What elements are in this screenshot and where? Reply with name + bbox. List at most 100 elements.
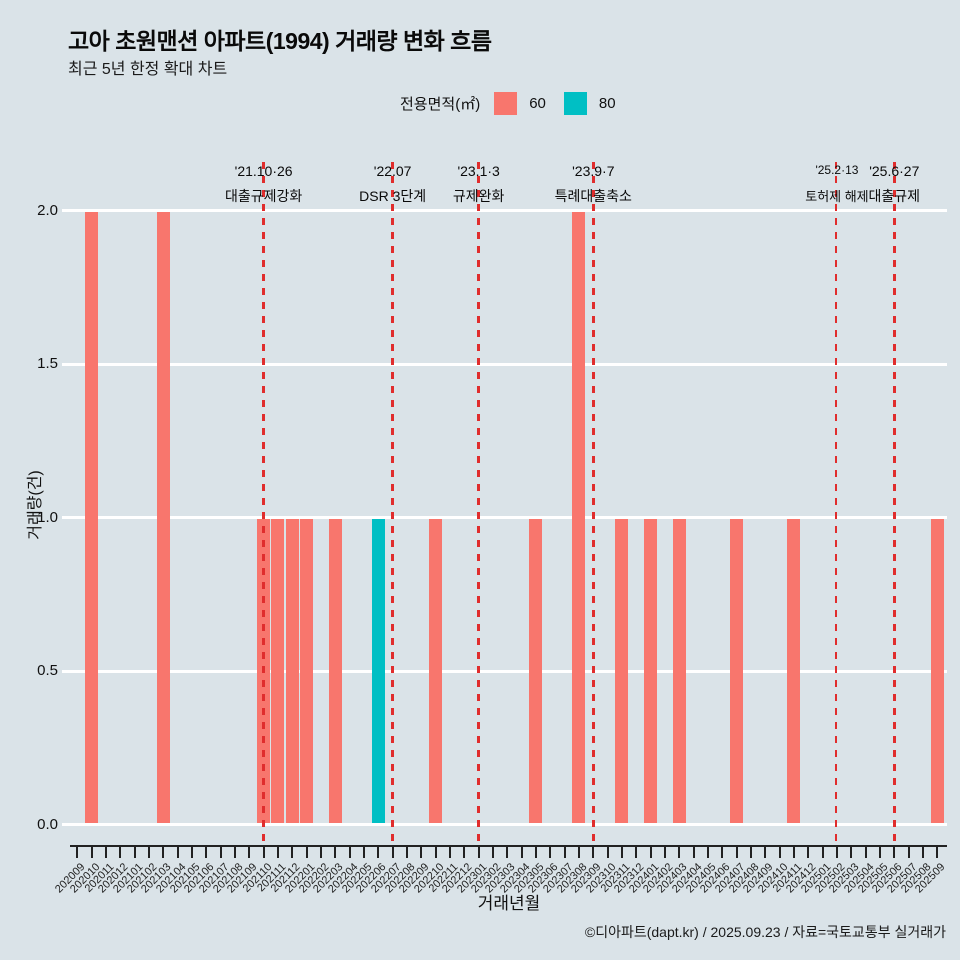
x-tick — [190, 847, 193, 858]
event-date: '21.10·26 — [234, 163, 293, 179]
bar — [644, 519, 658, 823]
event-date: '22.07 — [373, 163, 412, 179]
y-tick — [62, 362, 72, 366]
legend-title: 전용면적(㎡) — [400, 96, 481, 113]
x-tick — [649, 847, 652, 858]
x-tick — [477, 847, 480, 858]
page-subtitle: 최근 5년 한정 확대 차트 — [68, 61, 228, 78]
x-tick — [334, 847, 337, 858]
x-tick — [778, 847, 781, 858]
x-tick — [549, 847, 552, 858]
x-tick — [420, 847, 423, 858]
x-tick — [205, 847, 208, 858]
x-tick — [520, 847, 523, 858]
x-tick — [162, 847, 165, 858]
x-tick — [592, 847, 595, 858]
bar — [572, 212, 586, 823]
event-label: 규제완화 — [452, 188, 505, 204]
event-label: 토허제 해제 — [805, 189, 869, 204]
legend-item-80: 80 — [563, 92, 616, 115]
event-label: 대출규제강화 — [224, 188, 303, 204]
y-tick-label: 1.0 — [37, 508, 58, 526]
bar — [371, 519, 385, 823]
grid-line — [70, 823, 947, 826]
x-tick — [706, 847, 709, 858]
event-date: '23.9·7 — [572, 163, 615, 179]
x-tick — [448, 847, 451, 858]
y-tick-label: 0.5 — [37, 662, 58, 679]
x-tick — [921, 847, 924, 858]
x-tick — [276, 847, 279, 858]
x-tick — [749, 847, 752, 858]
x-tick — [434, 847, 437, 858]
x-tick — [534, 847, 537, 858]
grid-line — [70, 362, 947, 366]
x-tick — [262, 847, 265, 858]
bar — [300, 519, 314, 823]
x-tick — [506, 847, 509, 858]
y-tick-label: 2.0 — [37, 201, 58, 219]
bar — [285, 519, 299, 823]
x-tick — [577, 847, 580, 858]
bar — [529, 519, 543, 823]
x-tick — [606, 847, 609, 858]
x-tick — [463, 847, 466, 858]
grid-line — [70, 516, 947, 519]
event-line — [591, 162, 595, 845]
legend-label-60: 60 — [529, 95, 546, 112]
x-tick — [692, 847, 695, 858]
footer-credit: ©디아파트(dapt.kr) / 2025.09.23 / 자료=국토교통부 실… — [584, 924, 946, 940]
x-tick — [835, 847, 838, 858]
y-tick-label: 0.0 — [37, 815, 58, 833]
legend-label-80: 80 — [598, 95, 616, 112]
bar — [615, 519, 629, 823]
event-label: 특례대출축소 — [554, 188, 632, 204]
x-tick — [147, 847, 150, 858]
x-tick — [878, 847, 881, 858]
x-tick — [491, 847, 494, 858]
bar — [930, 519, 944, 823]
legend-item-60: 60 — [494, 92, 546, 115]
bar — [328, 519, 342, 823]
event-date: '25.6·27 — [869, 163, 920, 179]
x-tick — [721, 847, 724, 858]
x-tick — [233, 847, 236, 858]
x-tick — [119, 847, 122, 858]
bar — [85, 212, 99, 823]
x-tick — [348, 847, 351, 858]
x-tick — [76, 847, 79, 858]
x-tick — [377, 847, 380, 858]
x-tick — [663, 847, 666, 858]
x-tick — [104, 847, 107, 858]
x-tick — [850, 847, 853, 858]
bar — [429, 519, 443, 823]
event-label: 대출규제 — [868, 188, 921, 204]
event-line — [835, 162, 838, 845]
x-tick — [405, 847, 408, 858]
bar — [672, 519, 686, 823]
event-line — [262, 162, 266, 845]
x-tick — [807, 847, 810, 858]
x-tick — [907, 847, 910, 858]
bar — [730, 519, 744, 823]
x-tick — [936, 847, 939, 858]
x-tick — [319, 847, 322, 858]
legend-swatch-80 — [563, 92, 587, 115]
grid-line — [70, 669, 947, 673]
bar — [156, 212, 170, 823]
x-tick — [305, 847, 308, 858]
x-tick — [176, 847, 179, 858]
x-tick — [620, 847, 623, 858]
bar — [787, 519, 801, 823]
event-line — [391, 162, 395, 845]
x-tick — [735, 847, 738, 858]
legend: 전용면적(㎡) 60 80 — [400, 92, 634, 115]
y-tick — [62, 209, 72, 212]
x-tick — [563, 847, 566, 858]
x-tick — [291, 847, 294, 858]
x-tick — [391, 847, 394, 858]
y-axis-title: 거래량(건) — [27, 470, 44, 540]
x-axis-title: 거래년월 — [477, 894, 541, 913]
x-tick — [362, 847, 365, 858]
